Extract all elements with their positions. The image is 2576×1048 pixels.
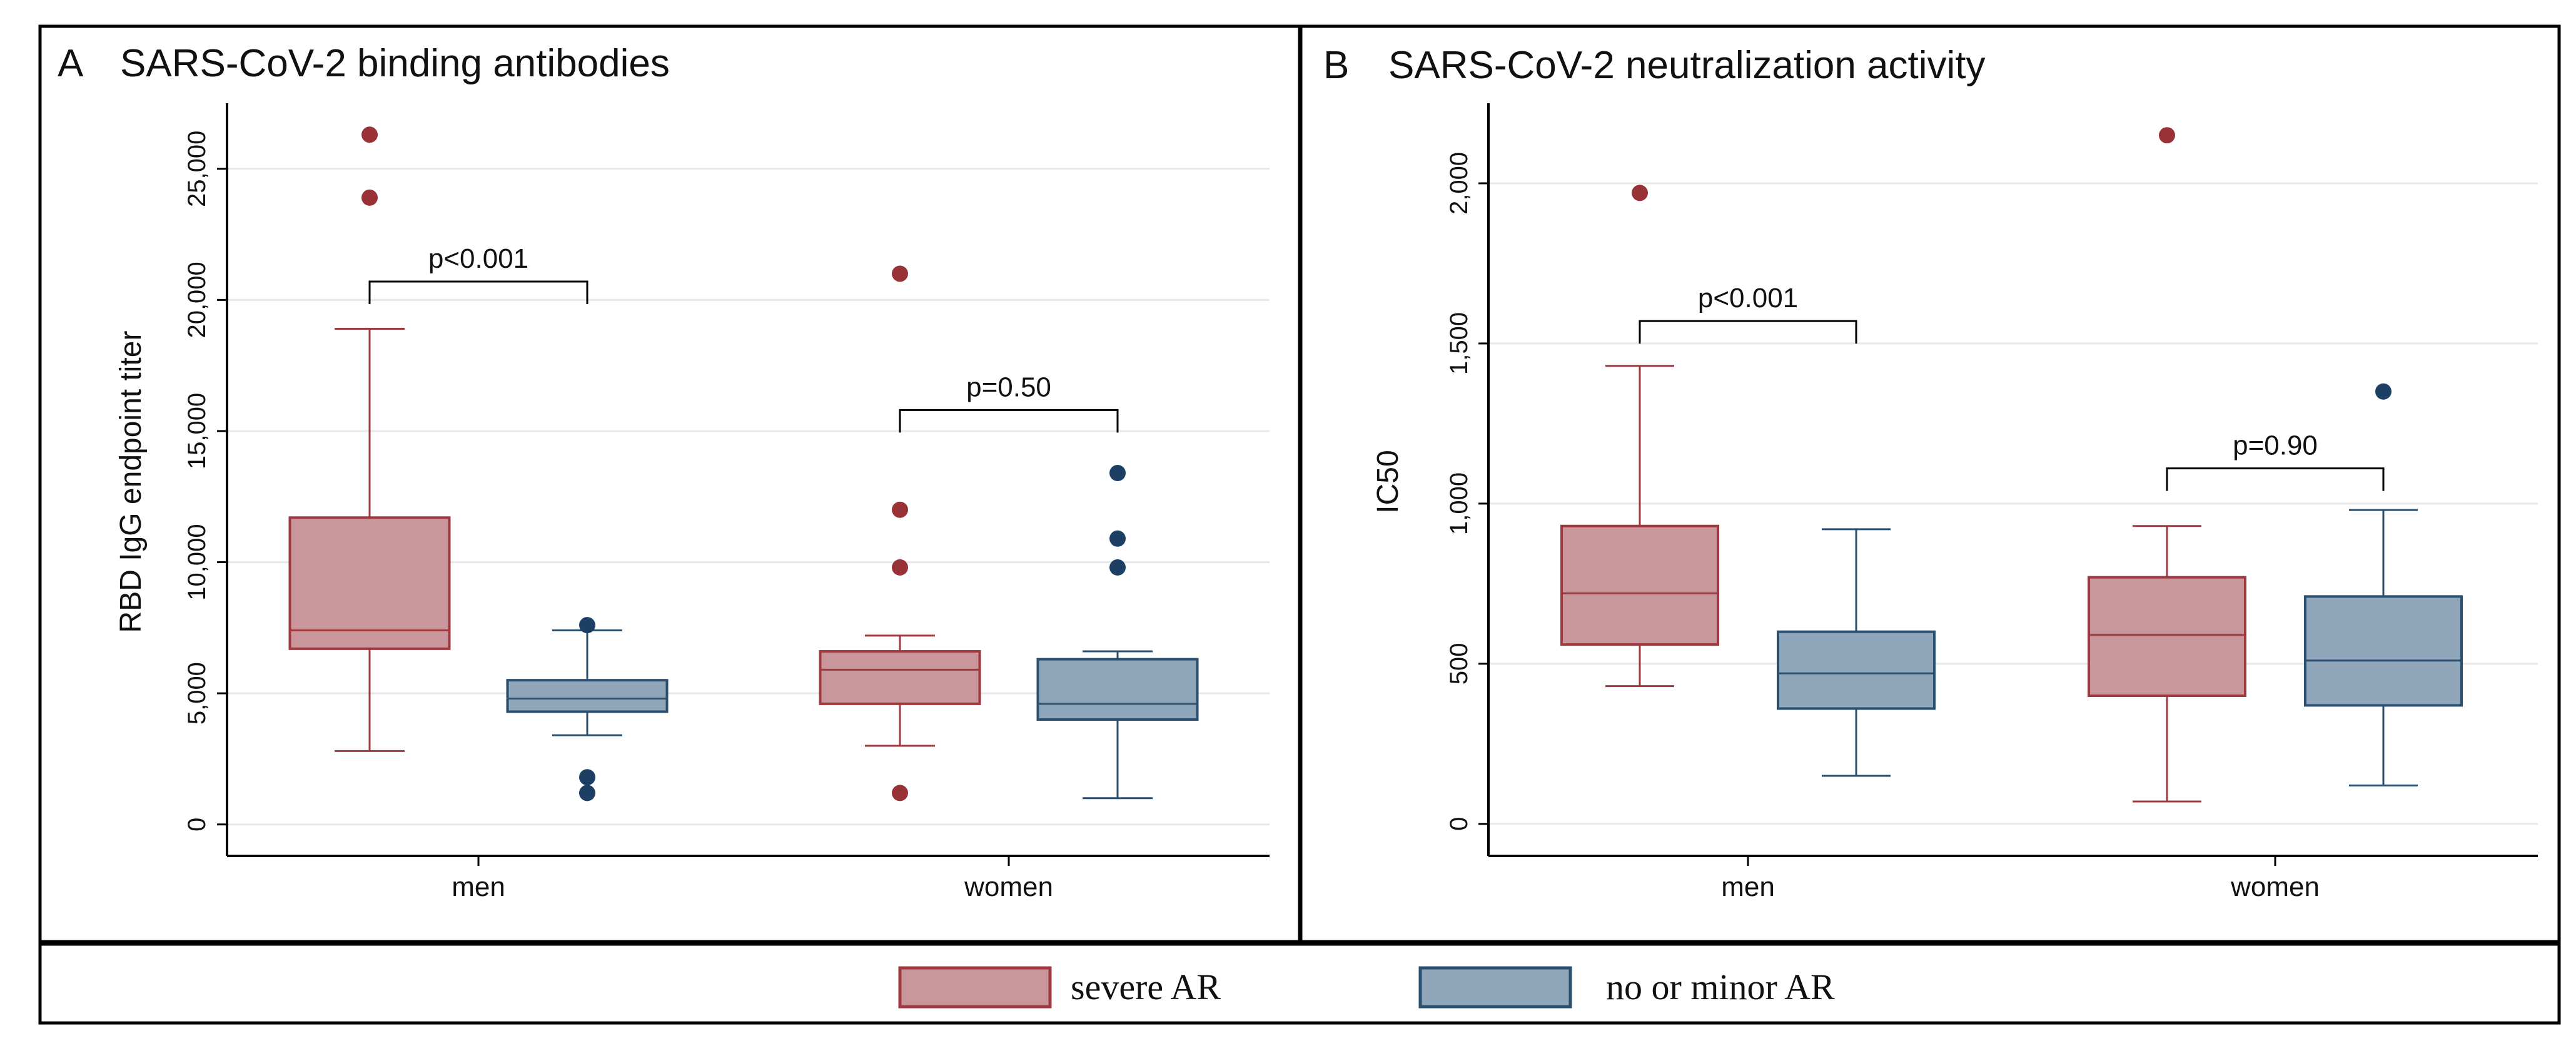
panel-b-y-tick-label: 1,500 (1445, 312, 1473, 375)
panel-b-y-tick-label: 500 (1445, 643, 1473, 684)
panel-a-x-tick-label-women: women (964, 872, 1053, 902)
panel-a-severe-men-box (288, 516, 451, 650)
panel-b-y-tick-label: 2,000 (1445, 152, 1473, 215)
panel-a-p-value-men: p<0.001 (428, 243, 528, 274)
panel-a-minor-men-outlier (579, 769, 595, 786)
panel-b-significance-bracket-men (1639, 320, 1857, 344)
legend-swatch-minor (1418, 966, 1572, 1009)
panel-b-frame (1299, 24, 2561, 944)
panel-b-significance-bracket-women (2166, 467, 2385, 491)
legend: severe AR no or minor AR (38, 942, 2561, 1025)
legend-swatch-severe (898, 966, 1052, 1009)
legend-label-severe: severe AR (1071, 967, 1221, 1007)
panel-b-p-value-women: p=0.90 (2233, 430, 2318, 461)
panel-a-significance-bracket-men (368, 280, 588, 305)
panel-b-minor-women-outlier (2375, 383, 2392, 400)
panel-a-y-tick-label: 15,000 (183, 393, 211, 469)
panel-b-y-tick-label: 1,000 (1445, 472, 1473, 535)
panel-b-minor-men-box (1777, 630, 1936, 710)
panel-a-significance-bracket-women (899, 409, 1119, 433)
panel-a-plot-area: 0 5,000 10,000 15,000 20,000 25,000 men women p<… (183, 103, 1270, 902)
panel-b-severe-men-outlier (1632, 185, 1648, 201)
panel-a-title: SARS-CoV-2 binding antibodies (120, 42, 670, 85)
panel-a-x-tick-label-men: men (452, 872, 505, 902)
panel-a-p-value-women: p=0.50 (966, 372, 1051, 402)
panel-a-y-tick-label: 20,000 (183, 262, 211, 338)
panel-b-y-tick-label: 0 (1445, 817, 1473, 831)
panel-b-p-value-men: p<0.001 (1698, 283, 1798, 313)
panel-b-x-tick-label-men: men (1721, 872, 1775, 902)
panel-a-severe-women-outlier (892, 501, 908, 518)
panel-a-severe-women-box (819, 650, 981, 705)
panel-a-severe-women-outlier (892, 559, 908, 576)
panel-b-plot-area: 0 500 1,000 1,500 2,000 men women p<0.001 p=0.90 (1445, 103, 2538, 902)
panel-a: A SARS-CoV-2 binding antibodies RBD IgG … (38, 24, 1301, 944)
panel-b-severe-women-box (2088, 576, 2246, 698)
panel-a-y-tick-label: 25,000 (183, 131, 211, 207)
panel-a-y-tick-label: 0 (183, 818, 211, 832)
panel-a-minor-men-outlier (579, 617, 595, 634)
panel-a-y-axis-label: RBD IgG endpoint titer (114, 331, 148, 633)
panel-a-letter: A (58, 42, 84, 85)
legend-frame (38, 942, 2561, 1025)
panel-a-minor-women-outlier (1109, 559, 1126, 576)
panel-a-severe-men-outlier (361, 189, 378, 206)
panel-b-severe-women-outlier (2159, 127, 2175, 144)
panel-a-minor-men-box (506, 679, 669, 713)
panel-b-title: SARS-CoV-2 neutralization activity (1388, 44, 1986, 87)
panel-a-minor-women-box (1036, 658, 1199, 721)
panel-a-minor-men-outlier (579, 785, 595, 801)
panel-a-severe-women-outlier (892, 785, 908, 801)
panel-b-letter: B (1323, 44, 1349, 87)
panel-a-severe-men-outlier (361, 126, 378, 143)
panel-b-y-axis-label: IC50 (1371, 450, 1405, 513)
panel-a-y-tick-label: 10,000 (183, 524, 211, 600)
panel-a-minor-women-outlier (1109, 465, 1126, 482)
panel-b: B SARS-CoV-2 neutralization activity IC5… (1299, 24, 2561, 944)
panel-a-severe-women-outlier (892, 265, 908, 282)
panel-a-y-tick-label: 5,000 (183, 662, 211, 725)
legend-label-minor: no or minor AR (1606, 967, 1835, 1007)
panel-b-x-tick-label-women: women (2230, 872, 2320, 902)
panel-a-minor-women-outlier (1109, 530, 1126, 547)
panel-b-minor-women-box (2304, 595, 2463, 707)
panel-b-severe-men-box (1560, 524, 1719, 646)
